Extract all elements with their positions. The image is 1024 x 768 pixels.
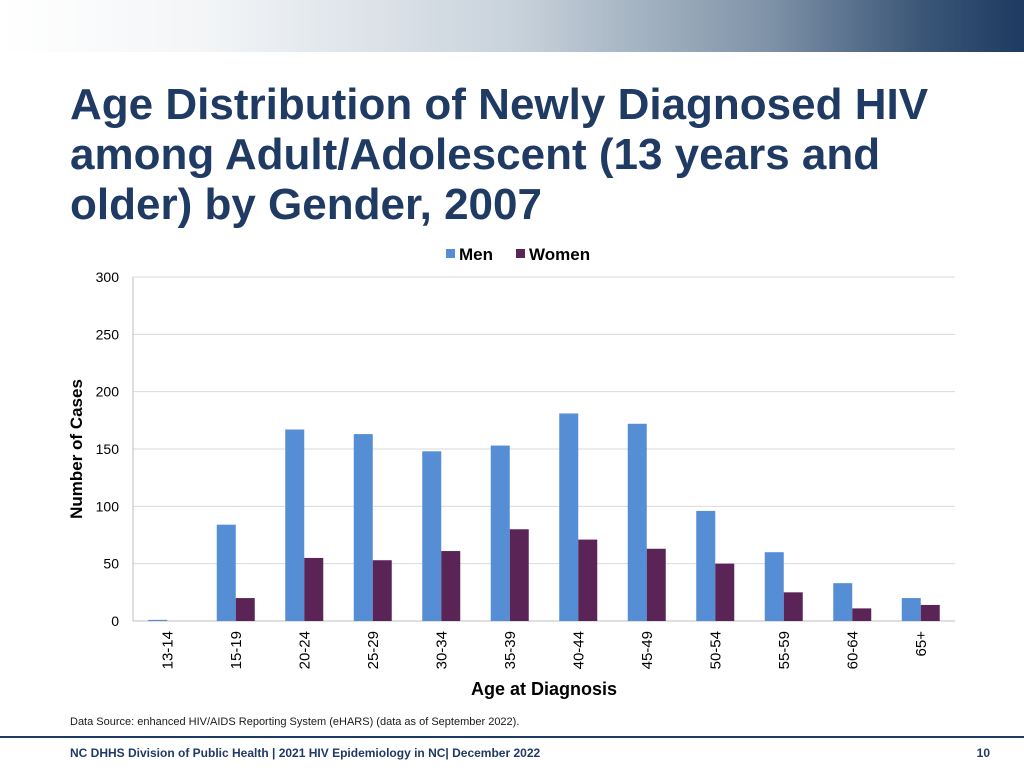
- y-tick-label: 300: [96, 269, 120, 285]
- slide-title: Age Distribution of Newly Diagnosed HIV …: [70, 80, 929, 229]
- x-tick-labels: 13-14 15-19 20-24 25-29 30-34 35-39 40-44 45-49…: [159, 631, 930, 670]
- gridlines: [132, 276, 955, 622]
- y-tick-label: 200: [96, 384, 120, 400]
- bar-women-45-49: [646, 548, 666, 621]
- bar-women-20-24: [304, 557, 324, 621]
- bar-men-15-19: [216, 524, 236, 621]
- bar-men-30-34: [422, 451, 442, 621]
- x-tick-label: 60-64: [844, 631, 861, 669]
- y-tick-label: 0: [111, 613, 119, 629]
- bar-men-50-54: [696, 510, 716, 621]
- bar-women-50-54: [715, 563, 735, 621]
- y-tick-label: 250: [96, 326, 120, 342]
- x-tick-label: 40-44: [570, 631, 587, 669]
- x-tick-label: 45-49: [639, 631, 656, 669]
- x-tick-label: 13-14: [159, 631, 176, 669]
- x-tick-label: 50-54: [707, 631, 724, 669]
- y-tick-label: 150: [96, 441, 120, 457]
- legend: Men Women: [446, 245, 590, 264]
- bar-women-55-59: [783, 592, 803, 621]
- page-number: 10: [976, 746, 990, 760]
- bar-men-20-24: [285, 429, 305, 621]
- x-tick-label: 35-39: [502, 631, 519, 669]
- bar-men-65+: [901, 598, 921, 621]
- footer-divider: [0, 736, 1024, 738]
- bar-women-25-29: [372, 560, 392, 621]
- bar-chart: 0 50 100 150 200 250 300 13-14 15-19 20-24 25-29 3…: [67, 245, 955, 699]
- x-tick-label: 55-59: [776, 631, 793, 669]
- x-tick-label: 20-24: [296, 631, 313, 669]
- header-gradient-band: [0, 0, 1024, 52]
- bar-men-60-64: [833, 583, 853, 621]
- footer-text: NC DHHS Division of Public Health | 2021…: [70, 746, 541, 760]
- legend-label-men: Men: [459, 245, 493, 264]
- bar-men-40-44: [559, 413, 579, 621]
- y-tick-label: 50: [103, 556, 119, 572]
- legend-label-women: Women: [529, 245, 590, 264]
- y-tick-label: 100: [96, 498, 120, 514]
- bars: [148, 413, 940, 621]
- bar-men-35-39: [490, 445, 510, 621]
- bar-women-40-44: [578, 539, 598, 621]
- bar-women-65+: [920, 604, 940, 621]
- x-axis-label: Age at Diagnosis: [471, 679, 617, 699]
- legend-swatch-women: [516, 249, 525, 258]
- bar-men-55-59: [764, 552, 784, 621]
- x-tick-label: 65+: [913, 631, 930, 657]
- bar-women-60-64: [852, 608, 872, 621]
- bar-women-30-34: [441, 551, 461, 621]
- y-axis-label: Number of Cases: [67, 379, 86, 519]
- bar-women-35-39: [509, 529, 529, 621]
- y-tick-labels: 0 50 100 150 200 250 300: [96, 269, 120, 629]
- legend-swatch-men: [446, 249, 455, 258]
- bar-men-45-49: [627, 423, 647, 621]
- bar-men-13-14: [148, 619, 168, 621]
- bar-men-25-29: [353, 434, 373, 621]
- x-tick-label: 15-19: [228, 631, 245, 669]
- bar-women-15-19: [235, 598, 255, 621]
- x-tick-label: 25-29: [365, 631, 382, 669]
- x-tick-label: 30-34: [433, 631, 450, 669]
- data-source-note: Data Source: enhanced HIV/AIDS Reporting…: [70, 716, 520, 728]
